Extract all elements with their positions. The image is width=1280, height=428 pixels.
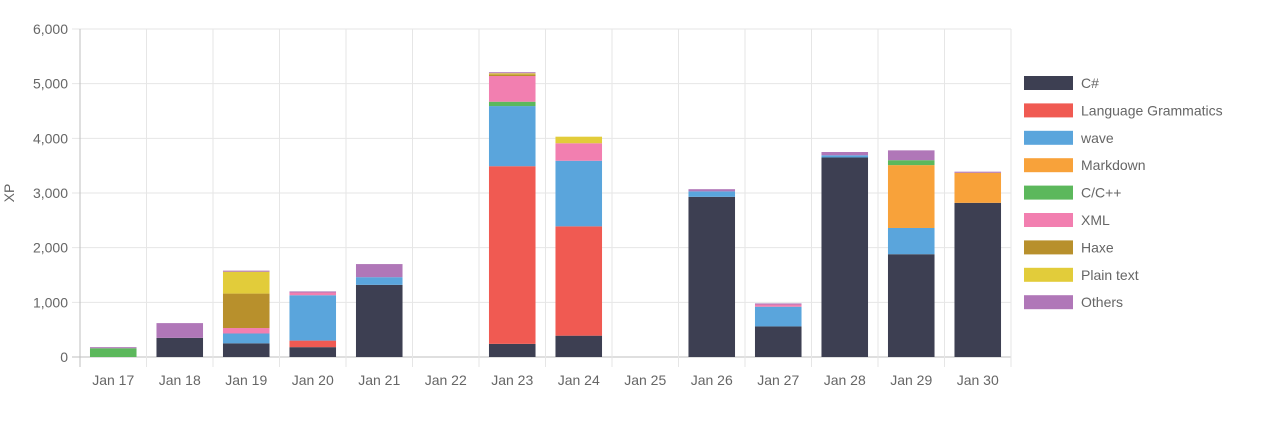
bar-segment [555, 335, 603, 357]
bar-segment [156, 337, 204, 357]
x-tick-label: Jan 30 [957, 372, 999, 388]
y-tick-label: 0 [60, 349, 68, 365]
bar-segment [355, 264, 403, 278]
legend-label: Plain text [1081, 267, 1139, 283]
bar-segment [954, 171, 1002, 173]
bar-segment [289, 291, 337, 293]
bar-segment [754, 304, 802, 307]
y-axis-label: XP [1, 184, 17, 203]
bar-segment [688, 196, 736, 357]
bar-segment [488, 343, 536, 357]
x-tick-label: Jan 24 [558, 372, 600, 388]
x-tick-label: Jan 26 [691, 372, 733, 388]
bar-segment [289, 340, 337, 348]
bar-segment [222, 328, 270, 334]
x-tick-label: Jan 17 [92, 372, 134, 388]
bar-segment [821, 157, 869, 357]
x-tick-label: Jan 23 [491, 372, 533, 388]
bar-segment [954, 172, 1002, 203]
x-tick-label: Jan 27 [757, 372, 799, 388]
bar-segment [222, 343, 270, 357]
bar-segment [488, 72, 536, 74]
bar-segment [222, 271, 270, 294]
bar-segment [555, 160, 603, 227]
legend-swatch [1024, 103, 1073, 118]
bar-segment [821, 155, 869, 158]
legend-label: C/C++ [1081, 185, 1121, 201]
x-tick-label: Jan 28 [824, 372, 866, 388]
bar-segment [555, 136, 603, 144]
bar-segment [754, 306, 802, 327]
legend-swatch [1024, 158, 1073, 173]
y-tick-label: 4,000 [33, 130, 68, 146]
legend-swatch [1024, 76, 1073, 90]
x-tick-label: Jan 21 [358, 372, 400, 388]
bar-segment [488, 74, 536, 77]
y-tick-label: 6,000 [33, 21, 68, 37]
y-tick-label: 2,000 [33, 240, 68, 256]
bar-segment [887, 227, 935, 255]
legend-swatch [1024, 185, 1073, 200]
y-tick-label: 3,000 [33, 185, 68, 201]
bar-segment [355, 284, 403, 357]
bar-segment [821, 152, 869, 156]
legend-label: wave [1080, 130, 1114, 146]
legend-label: Markdown [1081, 157, 1146, 173]
bar-segment [887, 150, 935, 161]
bar-segment [555, 226, 603, 336]
bar-segment [355, 277, 403, 285]
x-tick-label: Jan 18 [159, 372, 201, 388]
bar-segment [754, 326, 802, 357]
bar-segment [289, 347, 337, 357]
legend-swatch [1024, 267, 1073, 282]
bar-segment [89, 347, 137, 349]
x-tick-label: Jan 22 [425, 372, 467, 388]
legend-label: Haxe [1081, 239, 1114, 255]
legend-swatch [1024, 295, 1073, 310]
grid-lines [72, 28, 1012, 367]
legend-swatch [1024, 240, 1073, 255]
legend-label: Language Grammatics [1081, 102, 1223, 118]
x-tick-label: Jan 25 [624, 372, 666, 388]
bar-segment [289, 295, 337, 341]
bar-segment [488, 101, 536, 107]
bar-segment [222, 293, 270, 329]
bar-segment [488, 76, 536, 102]
legend-label: C# [1081, 75, 1099, 91]
bar-segment [488, 166, 536, 344]
bar-segment [222, 270, 270, 272]
legend-swatch [1024, 130, 1073, 145]
x-tick-label: Jan 20 [292, 372, 334, 388]
x-tick-label: Jan 19 [225, 372, 267, 388]
bar-segment [555, 143, 603, 161]
legend-swatch [1024, 213, 1073, 227]
bar-segment [887, 160, 935, 166]
legend-label: Others [1081, 294, 1123, 310]
bar-segment [289, 292, 337, 296]
legend: C# Language Grammatics wave Markdown C/C++ XM… [1024, 75, 1223, 310]
bar-segment [887, 165, 935, 228]
bar-segment [688, 191, 736, 197]
y-tick-label: 1,000 [33, 294, 68, 310]
bar-segment [954, 202, 1002, 357]
bar-segment [887, 254, 935, 357]
bar-segment [222, 333, 270, 344]
bars-layer [89, 72, 1002, 357]
bar-segment [156, 323, 204, 338]
axes: 0 1,000 2,000 3,000 4,000 5,000 6,000 Jan 17 Jan… [33, 21, 999, 388]
legend-label: XML [1081, 212, 1110, 228]
bar-segment [89, 348, 137, 357]
bar-segment [688, 189, 736, 192]
bar-segment [488, 106, 536, 167]
bar-segment [488, 73, 536, 75]
x-tick-label: Jan 29 [890, 372, 932, 388]
y-tick-label: 5,000 [33, 76, 68, 92]
bar-segment [754, 303, 802, 305]
